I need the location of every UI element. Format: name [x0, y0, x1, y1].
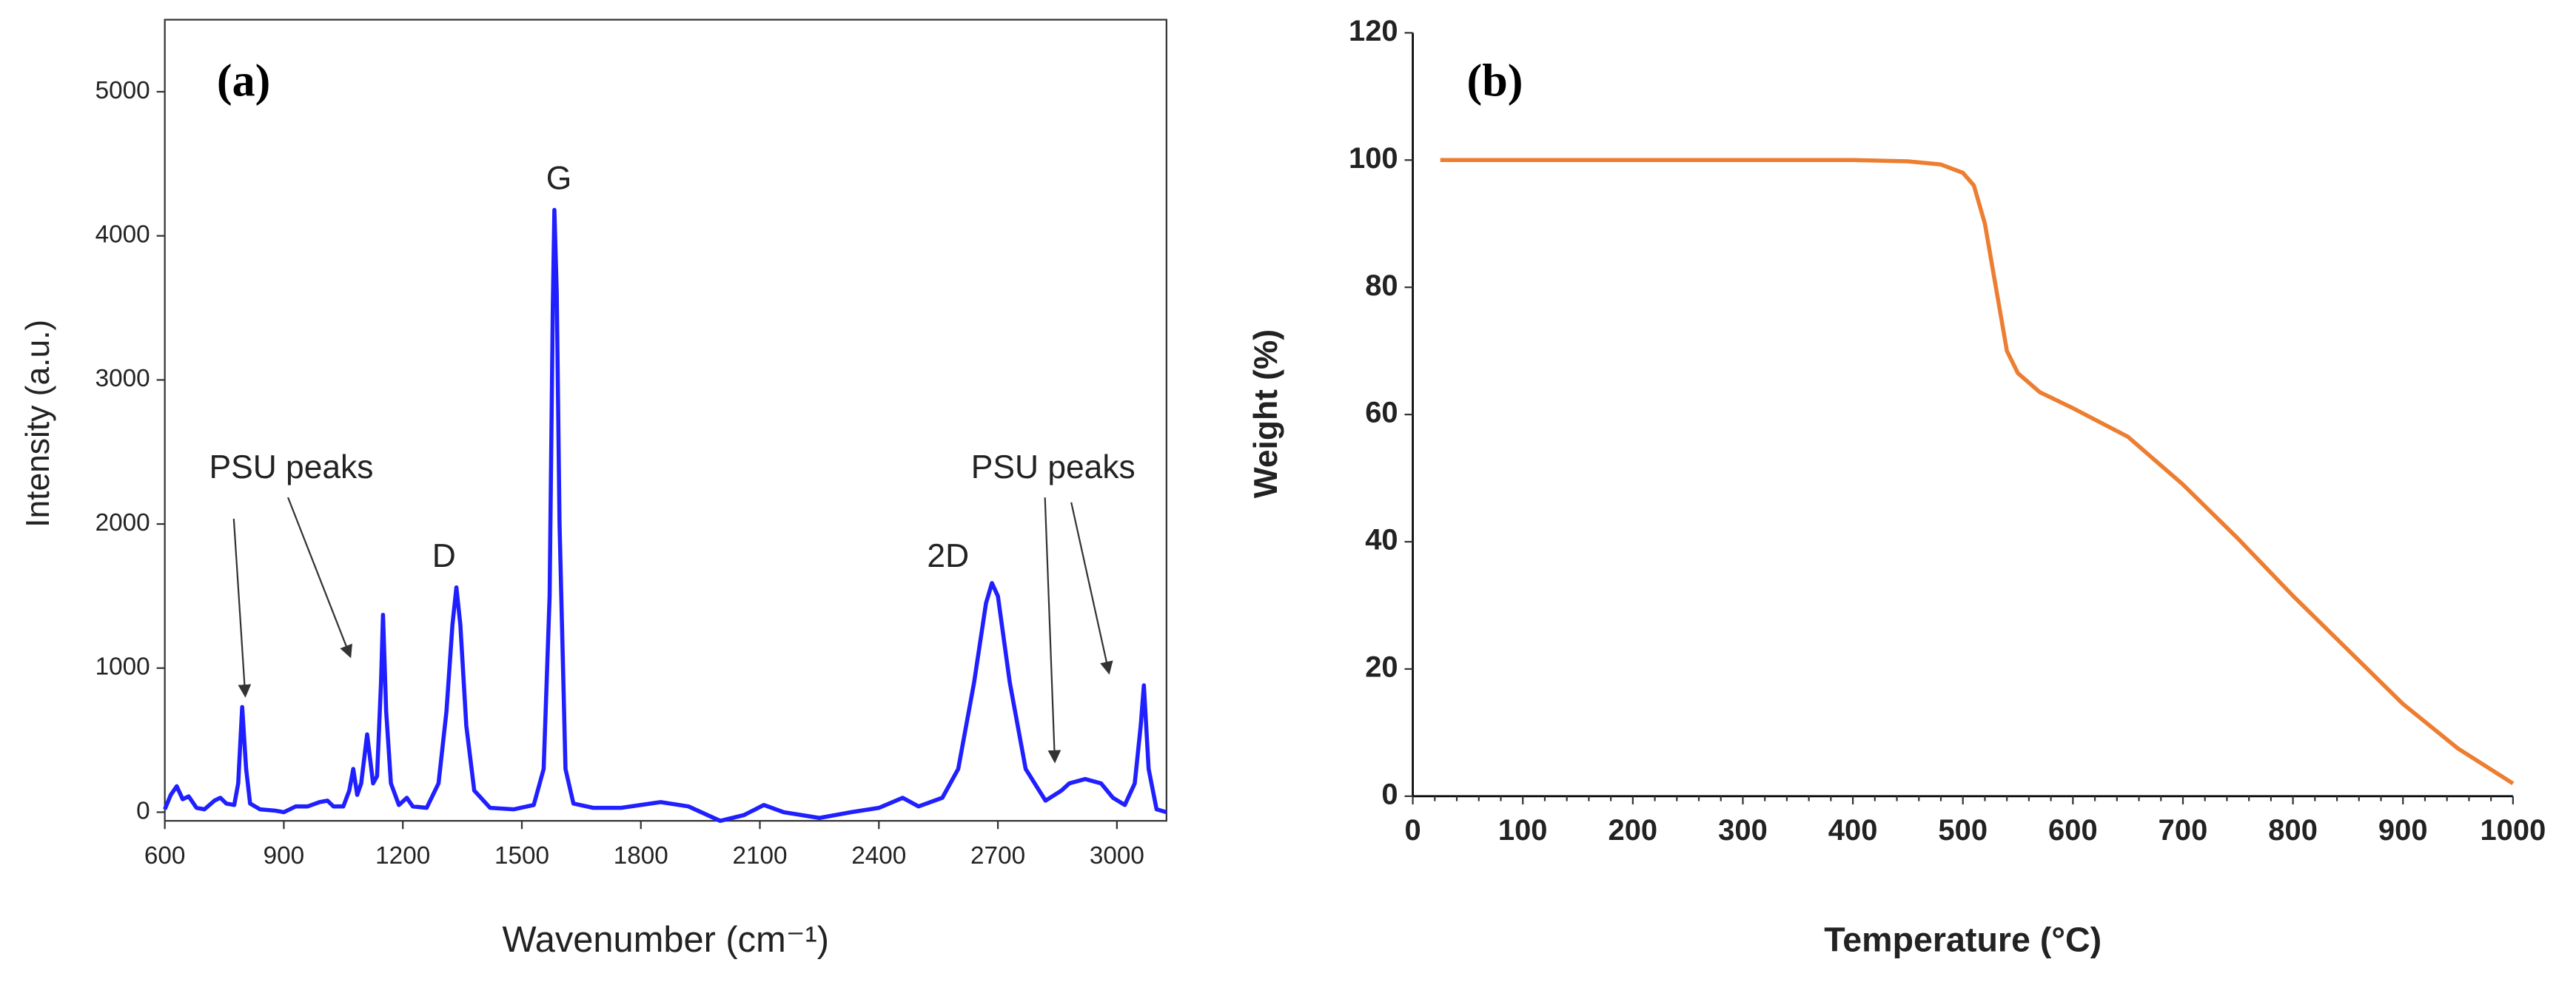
y-tick-label: 4000 [95, 221, 150, 248]
x-tick-label: 700 [2159, 814, 2208, 847]
x-tick-label: 2100 [733, 842, 788, 870]
x-tick-label: 900 [264, 842, 305, 870]
x-tick-label: 900 [2378, 814, 2428, 847]
x-tick-label: 300 [1718, 814, 1768, 847]
y-tick-label: 0 [136, 797, 150, 824]
y-tick-label: 3000 [95, 365, 150, 392]
annotation: PSU peaks [971, 449, 1136, 485]
y-tick-label: 40 [1365, 524, 1398, 557]
panel-title: (b) [1467, 56, 1523, 107]
y-tick-label: 80 [1365, 269, 1398, 302]
y-tick-label: 5000 [95, 77, 150, 104]
x-tick-label: 1500 [494, 842, 549, 870]
x-axis-label: Wavenumber (cm⁻¹) [503, 920, 829, 960]
arrow [287, 497, 352, 659]
panel-b: (b) Weight (%) Temperature (°C) 0 100 200 3… [1248, 15, 2546, 959]
x-tick-label: 200 [1609, 814, 1658, 847]
annotation: 2D [927, 538, 969, 574]
x-tick-label: 2400 [851, 842, 906, 870]
data-line [163, 207, 1167, 823]
annotation: D [432, 538, 456, 574]
panel-a: (a) Intensity (a.u.) Wavenumber (cm⁻¹) G… [20, 19, 1167, 960]
annotation: PSU peaks [209, 449, 374, 485]
x-tick-label: 1800 [614, 842, 668, 870]
plot-frame [164, 19, 1167, 822]
y-axis-label: Intensity (a.u.) [20, 320, 56, 528]
y-axis-label: Weight (%) [1248, 329, 1284, 498]
y-tick-label: 1000 [95, 653, 150, 681]
y-tick-label: 100 [1349, 142, 1398, 175]
x-tick-label: 400 [1828, 814, 1878, 847]
x-tick-label: 600 [144, 842, 186, 870]
y-tick-label: 2000 [95, 509, 150, 537]
x-axis-label: Temperature (°C) [1824, 921, 2102, 959]
x-tick-label: 0 [1404, 814, 1421, 847]
x-tick-label: 100 [1498, 814, 1548, 847]
y-tick-label: 20 [1365, 651, 1398, 684]
x-tick-label: 3000 [1090, 842, 1144, 870]
arrow [1070, 502, 1113, 675]
y-tick-label: 120 [1349, 15, 1398, 47]
x-tick-label: 500 [1938, 814, 1988, 847]
panel-title: (a) [217, 56, 270, 107]
x-tick-label: 1000 [2480, 814, 2546, 847]
x-tick-label: 600 [2048, 814, 2098, 847]
arrow [232, 518, 252, 698]
y-tick-label: 60 [1365, 397, 1398, 429]
annotation: G [546, 161, 572, 197]
x-tick-label: 2700 [970, 842, 1025, 870]
x-tick-label: 800 [2268, 814, 2318, 847]
x-tick-label: 1200 [375, 842, 430, 870]
y-tick-label: 0 [1381, 778, 1398, 810]
data-line [1440, 158, 2515, 786]
arrow [1044, 497, 1061, 764]
